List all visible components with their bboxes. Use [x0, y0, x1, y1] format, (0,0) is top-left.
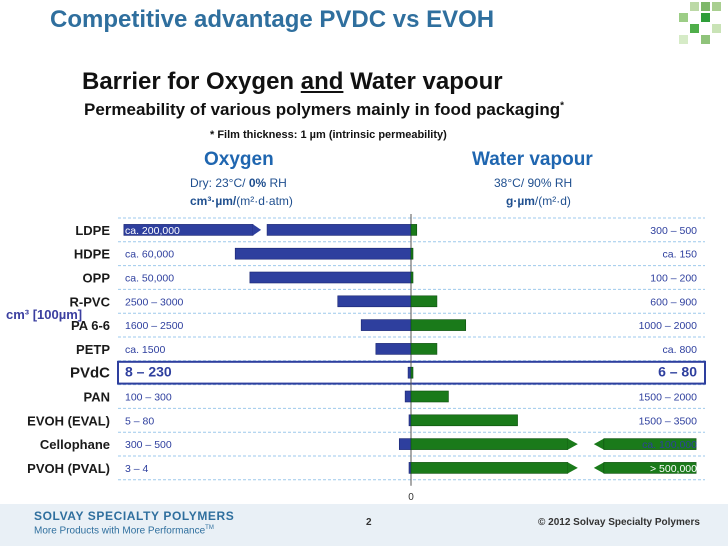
- water-bar-break: [567, 462, 578, 474]
- oxygen-bar: [398, 438, 412, 450]
- water-bar-break: [567, 438, 578, 450]
- oxygen-unit-rest: (m²·d·atm): [236, 194, 293, 208]
- thickness-note: * Film thickness: 1 µm (intrinsic permea…: [210, 129, 447, 141]
- permeability-chart: 0 LDPE ca. 200,000 300 – 500 HDPE ca. 60,000 c…: [6, 214, 706, 503]
- category-label: PVdC: [70, 365, 110, 382]
- oxygen-value-label: ca. 60,000: [125, 249, 174, 261]
- oxygen-value-label: 100 – 300: [125, 392, 172, 404]
- category-label: PETP: [76, 342, 110, 357]
- water-bar-break: [593, 462, 604, 474]
- water-bar-break: [593, 438, 604, 450]
- category-label: HDPE: [74, 247, 110, 262]
- water-value-label: ca. 800: [663, 344, 698, 356]
- water-bar: [410, 224, 418, 236]
- decor-squares: [664, 0, 728, 60]
- water-value-label: 6 – 80: [658, 364, 697, 380]
- tagline-text: More Products with More Performance: [34, 525, 206, 537]
- oxygen-value-label: 5 – 80: [125, 415, 154, 427]
- oxygen-value-label: 3 – 4: [125, 463, 149, 475]
- water-value-label: > 500,000: [650, 463, 697, 475]
- oxygen-value-label: 8 – 230: [125, 364, 172, 380]
- water-bar: [410, 295, 438, 308]
- oxygen-bar: [266, 224, 412, 236]
- category-label: PA 6-6: [71, 318, 110, 333]
- oxygen-bar: [234, 247, 412, 260]
- category-label: OPP: [83, 271, 111, 286]
- oxygen-cond-suffix: RH: [266, 176, 287, 190]
- oxygen-bar: [404, 390, 412, 403]
- subtitle-and: and: [300, 68, 344, 95]
- water-bar: [410, 366, 414, 379]
- water-value-label: ca. 150: [663, 249, 698, 261]
- category-label: PVOH (PVAL): [27, 461, 110, 476]
- oxygen-bar-break: [253, 224, 262, 236]
- water-title: Water vapour: [472, 149, 593, 170]
- oxygen-bar: [337, 295, 412, 308]
- company-tagline: More Products with More PerformanceTM: [34, 525, 214, 536]
- oxygen-cond-prefix: Dry: 23°C/: [190, 176, 249, 190]
- subtitle-permeability: Permeability of various polymers mainly …: [84, 100, 564, 120]
- zero-axis-label: 0: [408, 492, 414, 503]
- water-value-label: 1500 – 2000: [639, 392, 698, 404]
- oxygen-conditions: Dry: 23°C/ 0% RH: [190, 176, 287, 190]
- water-bar: [603, 462, 697, 474]
- oxygen-value-label: 1600 – 2500: [125, 320, 184, 332]
- water-value-label: 1000 – 2000: [639, 320, 698, 332]
- water-bar: [410, 438, 569, 450]
- oxygen-bar: [249, 271, 412, 284]
- category-label: LDPE: [75, 223, 110, 238]
- page-number: 2: [366, 517, 372, 528]
- water-value-label: 300 – 500: [650, 225, 697, 237]
- oxygen-unit: cm³·µm/(m²·d·atm): [190, 194, 293, 208]
- subtitle: Barrier for Oxygen and Water vapour: [82, 68, 503, 96]
- category-label: R-PVC: [70, 294, 111, 309]
- water-bar: [410, 343, 438, 355]
- water-value-label: ca. 100,000: [642, 439, 697, 451]
- tagline-tm: TM: [205, 525, 214, 531]
- water-unit-rest: /(m²·d): [534, 194, 571, 208]
- water-bar: [410, 319, 467, 331]
- water-bar: [410, 462, 569, 474]
- water-unit: g·µm/(m²·d): [506, 194, 571, 208]
- subtitle-permeability-text: Permeability of various polymers mainly …: [84, 100, 561, 119]
- water-bar: [410, 247, 414, 260]
- oxygen-bar: [360, 319, 412, 331]
- oxygen-value-label: ca. 1500: [125, 344, 165, 356]
- water-bar: [410, 271, 414, 284]
- oxygen-value-label: ca. 50,000: [125, 273, 174, 285]
- category-label: PAN: [84, 390, 110, 405]
- oxygen-unit-bold: cm³·µm/: [190, 194, 237, 208]
- copyright: © 2012 Solvay Specialty Polymers: [538, 517, 700, 528]
- oxygen-title: Oxygen: [204, 149, 274, 170]
- water-unit-bold: g·µm: [506, 194, 535, 208]
- oxygen-value-label: 2500 – 3000: [125, 296, 184, 308]
- footer-band: [0, 504, 728, 546]
- subtitle-prefix: Barrier for Oxygen: [82, 68, 301, 95]
- water-conditions: 38°C/ 90% RH: [494, 176, 573, 190]
- footnote-mark: *: [560, 100, 565, 112]
- oxygen-bar: [375, 343, 412, 355]
- water-value-label: 600 – 900: [650, 296, 697, 308]
- oxygen-value-label: 300 – 500: [125, 439, 172, 451]
- water-bar: [410, 390, 449, 403]
- water-value-label: 100 – 200: [650, 273, 697, 285]
- slide-title: Competitive advantage PVDC vs EVOH: [50, 6, 495, 33]
- water-value-label: 1500 – 3500: [639, 415, 698, 427]
- company-logo-text: SOLVAY SPECIALTY POLYMERS: [34, 509, 235, 523]
- category-label: Cellophane: [40, 437, 110, 452]
- water-bar: [603, 438, 697, 450]
- unit-overlay-label: cm³ [100µm]: [6, 307, 82, 322]
- oxygen-bar: [407, 366, 412, 379]
- oxygen-value-label: ca. 200,000: [125, 225, 180, 237]
- category-label: EVOH (EVAL): [27, 413, 110, 428]
- subtitle-suffix: Water vapour: [343, 68, 503, 95]
- oxygen-cond-bold: 0%: [248, 176, 267, 190]
- water-bar: [410, 414, 518, 427]
